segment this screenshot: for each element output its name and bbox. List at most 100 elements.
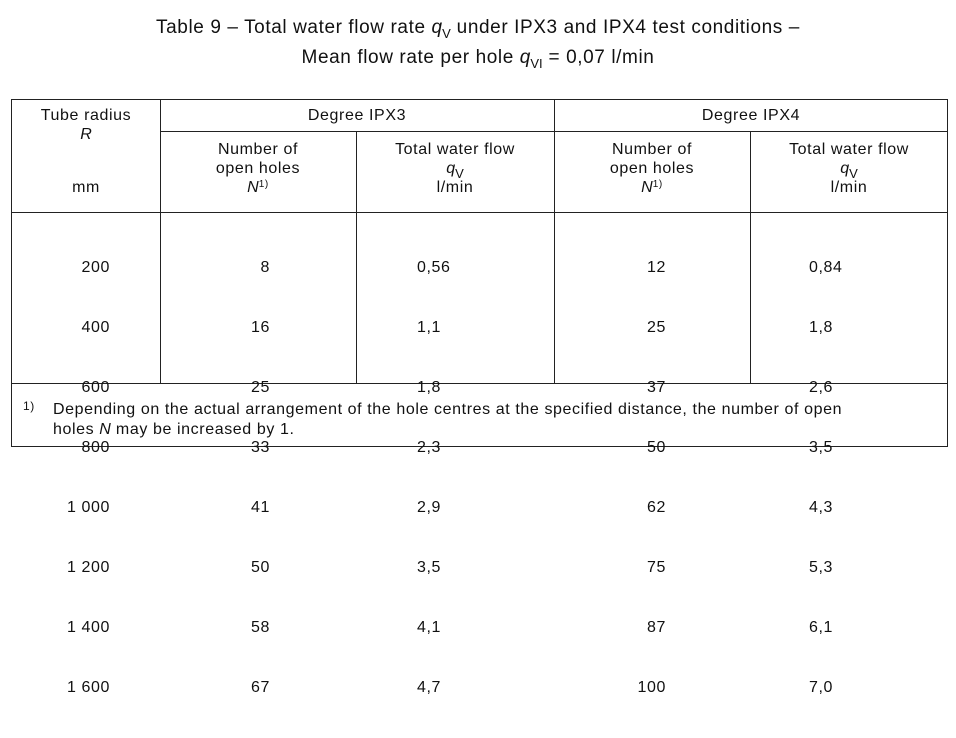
flow-symbol: qV [356, 159, 554, 181]
header-tube-radius-symbol: R [12, 125, 160, 144]
flow-unit: l/min [830, 179, 868, 196]
table-cell: 25 [251, 379, 270, 396]
header-body-divider [12, 212, 948, 213]
header-degree-ipx3: Degree IPX3 [307, 107, 407, 124]
title-text: Table 9 – Total water flow rate [156, 17, 432, 38]
footnote-line-2: holes N may be increased by 1. [53, 420, 943, 440]
table-cell: 400 [81, 319, 110, 336]
footnote-line-2-end: may be increased by 1. [110, 421, 295, 438]
table-cell: 2,3 [417, 439, 442, 456]
table-cell: 1,8 [417, 379, 442, 396]
header-ipx4-total-flow: Total water flow qV l/min [750, 140, 948, 197]
table-cell: 4,3 [809, 499, 834, 516]
table-cell: 50 [251, 559, 270, 576]
holes-symbol: N1) [160, 178, 356, 197]
header-tube-radius-unit: mm [72, 179, 100, 196]
flow-variable-subscript: V [849, 166, 858, 181]
table-cell: 4,7 [417, 679, 442, 696]
table-cell: 58 [251, 619, 270, 636]
table-cell: 37 [647, 379, 666, 396]
flow-unit: l/min [436, 179, 474, 196]
header-ipx3-total-flow: Total water flow qV l/min [356, 140, 554, 197]
footnote-reference: 1) [258, 179, 269, 190]
subtitle-variable-subscript: VI [530, 56, 543, 71]
title-text-end: under IPX3 and IPX4 test conditions – [450, 17, 800, 38]
holes-label-line1: Number of [611, 141, 693, 158]
column-divider-radius [160, 100, 161, 383]
table-cell: 6,1 [809, 619, 834, 636]
table-cell: 12 [647, 259, 666, 276]
flow-label: Total water flow [789, 141, 909, 158]
table-cell: 3,5 [809, 439, 834, 456]
column-ipx4-total-flow: 0,84 1,8 2,6 3,5 4,3 5,3 6,1 7,0 [809, 218, 867, 738]
table-cell: 0,84 [809, 259, 843, 276]
table-cell: 200 [81, 259, 110, 276]
holes-label-line2: open holes [609, 160, 695, 177]
holes-symbol: N1) [554, 178, 750, 197]
table-cell: 1 400 [66, 619, 110, 636]
table-cell: 1 200 [66, 559, 110, 576]
flow-label: Total water flow [395, 141, 515, 158]
flow-variable-subscript: V [455, 166, 464, 181]
table-cell: 0,56 [417, 259, 451, 276]
table-cell: 800 [81, 439, 110, 456]
table-cell: 2,9 [417, 499, 442, 516]
flow-rate-table: Tube radius R mm Degree IPX3 Degree IPX4… [11, 99, 948, 696]
title-variable-subscript: V [442, 26, 451, 41]
column-ipx4-open-holes: 12 25 37 50 62 75 87 100 [608, 218, 666, 738]
table-cell: 16 [251, 319, 270, 336]
table-cell: 2,6 [809, 379, 834, 396]
flow-variable: q [840, 160, 850, 177]
table-cell: 62 [647, 499, 666, 516]
column-divider-ipx3-inner [356, 131, 357, 383]
column-divider-ipx4-inner [750, 131, 751, 383]
table-cell: 100 [637, 679, 666, 696]
table-cell: 1,1 [417, 319, 442, 336]
table-cell: 7,0 [809, 679, 834, 696]
subtitle-text-end: = 0,07 l/min [542, 47, 655, 68]
header-tube-radius-label: Tube radius [40, 107, 132, 124]
flow-variable: q [446, 160, 456, 177]
header-ipx3-open-holes: Number of open holes N1) [160, 140, 356, 197]
table-cell: 1,8 [809, 319, 834, 336]
table-cell: 3,5 [417, 559, 442, 576]
body-footnote-divider [12, 383, 948, 384]
table-cell: 67 [251, 679, 270, 696]
table-cell: 1 600 [66, 679, 110, 696]
column-ipx3-total-flow: 0,56 1,1 1,8 2,3 2,9 3,5 4,1 4,7 [417, 218, 475, 738]
table-cell: 4,1 [417, 619, 442, 636]
table-cell: 87 [647, 619, 666, 636]
radius-symbol: R [80, 126, 92, 143]
footnote-line-2-start: holes [53, 421, 100, 438]
table-title-line-2: Mean flow rate per hole qVI = 0,07 l/min [0, 44, 956, 73]
table-title-line-1: Table 9 – Total water flow rate qV under… [0, 14, 956, 43]
subtitle-text: Mean flow rate per hole [301, 47, 520, 68]
footnote-text: Depending on the actual arrangement of t… [53, 400, 943, 440]
holes-variable: N [641, 179, 653, 196]
flow-symbol: qV [750, 159, 948, 181]
footnote-marker: 1) [23, 399, 35, 413]
header-degree-ipx4: Degree IPX4 [701, 107, 801, 124]
column-tube-radius: 200 400 600 800 1 000 1 200 1 400 1 600 [22, 218, 110, 738]
subtitle-variable: q [519, 47, 531, 68]
footnote-reference: 1) [652, 179, 663, 190]
table-cell: 5,3 [809, 559, 834, 576]
header-ipx4-open-holes: Number of open holes N1) [554, 140, 750, 197]
table-cell: 50 [647, 439, 666, 456]
table-cell: 33 [251, 439, 270, 456]
holes-label-line2: open holes [215, 160, 301, 177]
title-variable: q [431, 17, 443, 38]
holes-label-line1: Number of [217, 141, 299, 158]
column-ipx3-open-holes: 8 16 25 33 41 50 58 67 [212, 218, 270, 738]
table-cell: 1 000 [66, 499, 110, 516]
footnote-variable: N [99, 421, 111, 438]
table-cell: 25 [647, 319, 666, 336]
table-cell: 75 [647, 559, 666, 576]
table-cell: 41 [251, 499, 270, 516]
footnote-line-1: Depending on the actual arrangement of t… [53, 401, 843, 418]
header-tube-radius: Tube radius R [12, 106, 160, 144]
holes-variable: N [247, 179, 259, 196]
table-cell: 600 [81, 379, 110, 396]
column-divider-degree [554, 100, 555, 383]
table-cell: 8 [260, 259, 270, 276]
